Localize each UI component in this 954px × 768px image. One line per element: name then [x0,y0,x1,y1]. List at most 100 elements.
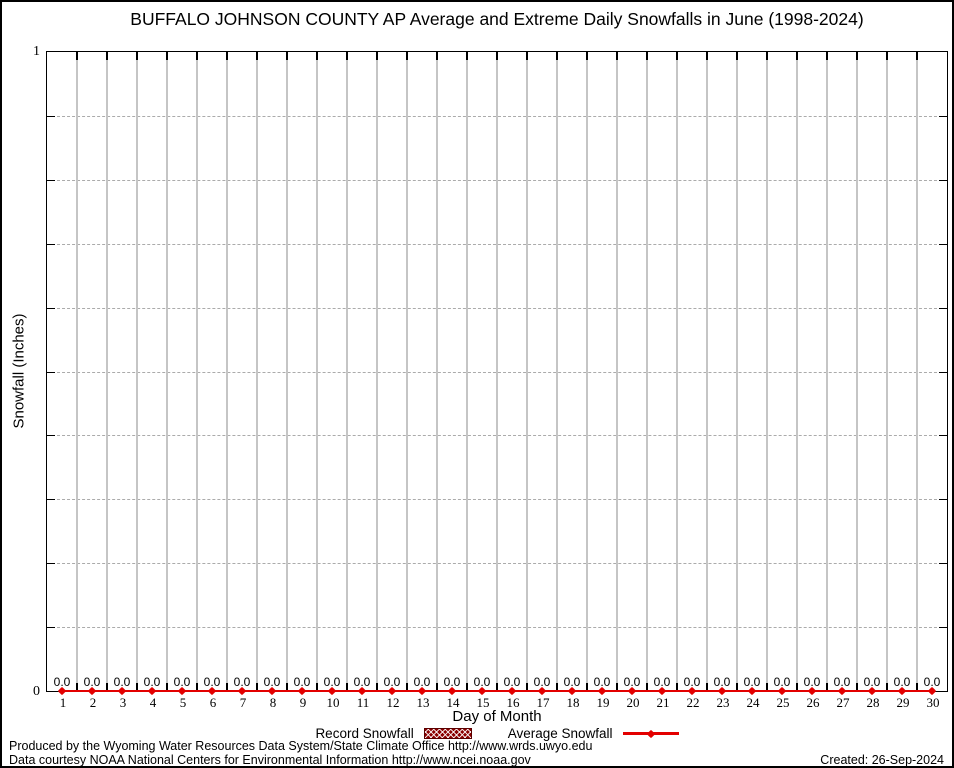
value-label: 0.0 [743,675,761,689]
x-boundary-tick-bottom [796,683,798,691]
x-tick-label: 14 [446,695,460,710]
vertical-day-boundary-gridline [526,52,528,691]
x-tick-label: 2 [89,695,97,710]
x-boundary-tick-bottom [616,683,618,691]
vertical-day-boundary-gridline [76,52,78,691]
x-boundary-tick-bottom [676,683,678,691]
x-tick-label: 15 [476,695,490,710]
vertical-day-boundary-gridline [616,52,618,691]
x-tick-label: 3 [119,695,127,710]
vertical-day-boundary-gridline [196,52,198,691]
y-minor-tick-right [939,627,947,628]
x-tick-label: 23 [716,695,730,710]
x-boundary-tick-bottom [586,683,588,691]
x-boundary-tick-bottom [886,683,888,691]
value-label: 0.0 [803,675,821,689]
y-minor-tick-left [47,244,55,245]
plot-area: 0.0 0.0 0.0 0.0 0.0 0.0 0.0 0.0 0.0 0.0 0.0 0.0 0.0 0… [46,51,948,696]
x-tick-label: 18 [566,695,580,710]
value-label: 0.0 [713,675,731,689]
x-boundary-tick-top [706,52,708,60]
x-boundary-tick-top [856,52,858,60]
y-minor-tick-right [939,435,947,436]
x-boundary-tick-bottom [646,683,648,691]
y-minor-tick-right [939,308,947,309]
x-boundary-tick-bottom [136,683,138,691]
y-minor-tick-left [47,180,55,181]
x-tick-label: 4 [149,695,157,710]
legend-average-label: Average Snowfall [507,726,613,741]
x-boundary-tick-top [256,52,258,60]
vertical-day-boundary-gridline [556,52,558,691]
vertical-day-boundary-gridline [106,52,108,691]
value-label: 0.0 [773,675,791,689]
chart-title: BUFFALO JOHNSON COUNTY AP Average and Ex… [130,9,864,29]
vertical-day-boundary-gridline [736,52,738,691]
vertical-day-boundary-gridline [226,52,228,691]
x-boundary-tick-bottom [526,683,528,691]
x-tick-label: 27 [836,695,850,710]
value-label: 0.0 [533,675,551,689]
value-label: 0.0 [383,675,401,689]
x-axis-title: Day of Month [452,708,542,725]
x-boundary-tick-top [226,52,228,60]
y-axis-title: Snowfall (Inches) [10,313,28,429]
x-tick-label: 16 [506,695,520,710]
value-label: 0.0 [203,675,221,689]
x-boundary-tick-top [586,52,588,60]
y-minor-tick-left [47,499,55,500]
x-tick-label: 11 [356,695,370,710]
x-tick-label: 7 [239,695,247,710]
x-tick-label: 10 [326,695,340,710]
value-label: 0.0 [233,675,251,689]
x-tick-label: 19 [596,695,610,710]
footer-data-courtesy: Data courtesy NOAA National Centers for … [9,753,531,767]
legend-item-record: Record Snowfall [315,726,472,741]
x-boundary-tick-top [76,52,78,60]
x-boundary-tick-top [736,52,738,60]
x-boundary-tick-bottom [496,683,498,691]
value-label: 0.0 [443,675,461,689]
x-boundary-tick-bottom [766,683,768,691]
footer-created-date: Created: 26-Sep-2024 [820,753,944,767]
x-boundary-tick-bottom [466,683,468,691]
x-boundary-tick-top [346,52,348,60]
x-boundary-tick-bottom [286,683,288,691]
y-minor-tick-left [47,435,55,436]
x-boundary-tick-bottom [406,683,408,691]
x-boundary-tick-top [556,52,558,60]
x-tick-label: 6 [209,695,217,710]
vertical-day-boundary-gridline [436,52,438,691]
x-boundary-tick-top [166,52,168,60]
x-boundary-tick-top [646,52,648,60]
average-line-swatch [622,729,679,739]
x-tick-label: 26 [806,695,820,710]
x-boundary-tick-bottom [826,683,828,691]
value-label: 0.0 [863,675,881,689]
x-boundary-tick-bottom [376,683,378,691]
x-boundary-tick-bottom [736,683,738,691]
x-tick-label: 22 [686,695,700,710]
value-label: 0.0 [53,675,71,689]
x-tick-label: 17 [536,695,550,710]
x-boundary-tick-top [436,52,438,60]
vertical-day-boundary-gridline [406,52,408,691]
x-boundary-tick-top [826,52,828,60]
value-label: 0.0 [83,675,101,689]
x-boundary-tick-bottom [856,683,858,691]
x-boundary-tick-bottom [916,683,918,691]
x-tick-label: 9 [299,695,307,710]
x-boundary-tick-top [376,52,378,60]
y-tick-label-bottom: 0 [33,684,40,699]
value-label: 0.0 [263,675,281,689]
value-label: 0.0 [653,675,671,689]
x-tick-label: 1 [59,695,67,710]
y-minor-tick-right [939,372,947,373]
x-tick-label: 13 [416,695,430,710]
value-label: 0.0 [173,675,191,689]
x-boundary-tick-top [406,52,408,60]
x-tick-label: 25 [776,695,790,710]
x-tick-label: 28 [866,695,880,710]
x-boundary-tick-top [496,52,498,60]
vertical-day-boundary-gridline [826,52,828,691]
